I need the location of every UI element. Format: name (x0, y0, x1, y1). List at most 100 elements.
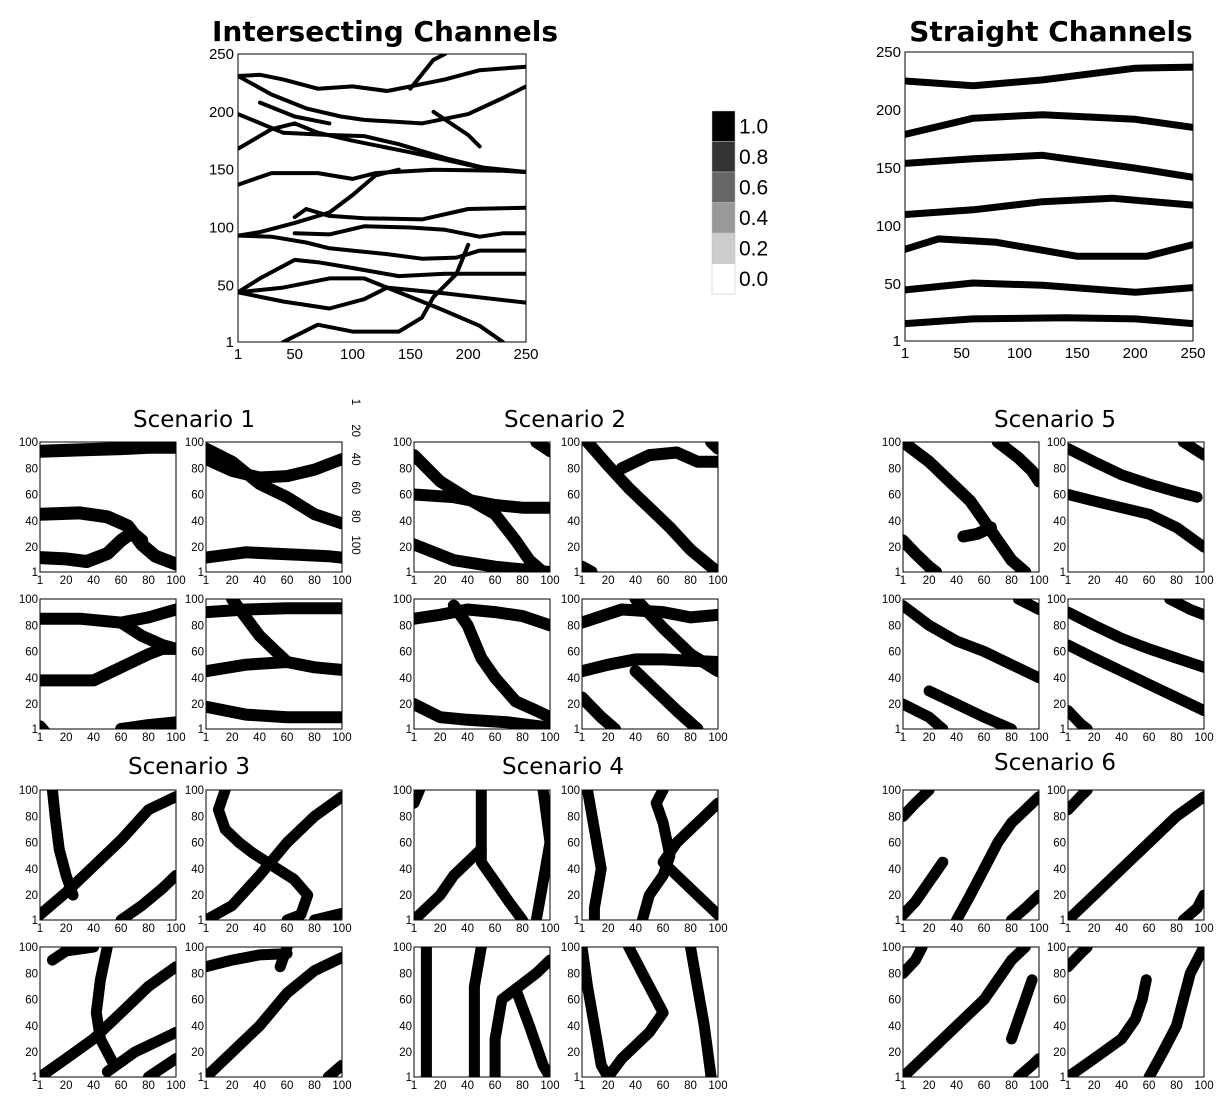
x-tick-label: 40 (253, 923, 266, 935)
y-tick-label: 1 (893, 333, 901, 350)
x-tick-label: 100 (166, 1080, 185, 1092)
x-tick-label: 80 (684, 732, 697, 744)
y-tick-label: 60 (191, 490, 204, 502)
channel-2 (40, 791, 176, 920)
x-tick-label: 60 (115, 575, 128, 587)
x-tick-label: 100 (1194, 575, 1213, 587)
channel-2 (1068, 974, 1152, 1077)
channel-13 (292, 205, 526, 222)
x-tick-label: 60 (489, 575, 502, 587)
y-tick-label: 80 (191, 811, 204, 823)
x-tick-label: 20 (60, 923, 73, 935)
y-tick-label: 40 (567, 516, 580, 528)
y-tick-label: 100 (561, 437, 580, 449)
y-tick-label: 1 (198, 724, 204, 736)
y-tick-label: 80 (25, 620, 38, 632)
y-tick-label: 60 (888, 838, 901, 850)
x-tick-label: 80 (1005, 1080, 1018, 1092)
scenario-3-sample-1-channels (40, 790, 176, 920)
x-tick-label: 40 (629, 732, 642, 744)
scenario-2-sample-3-channels (414, 599, 550, 729)
channel-1 (46, 790, 79, 901)
channel-3 (40, 526, 149, 568)
x-tick-label: 80 (1170, 732, 1183, 744)
y-tick-label: 20 (1053, 890, 1066, 902)
channel-2 (903, 947, 1031, 1077)
y-tick-label: 60 (25, 490, 38, 502)
channel-2 (40, 642, 176, 687)
y-tick-label: 20 (191, 699, 204, 711)
y-tick-label: 40 (888, 1021, 901, 1033)
y-tick-label: 40 (399, 864, 412, 876)
channel-2 (206, 952, 342, 1077)
x-tick-label: 60 (978, 1080, 991, 1092)
y-tick-label: 80 (888, 463, 901, 475)
x-tick-label: 100 (332, 923, 351, 935)
scenario-6-sample-4-channels (1068, 947, 1204, 1077)
channel-marks (40, 54, 1204, 1077)
x-tick-label: 60 (281, 1080, 294, 1092)
x-tick-label: 100 (1194, 732, 1213, 744)
channel-1 (40, 442, 176, 458)
channel-4 (905, 194, 1193, 218)
scenario-4-sample-3-channels (420, 947, 550, 1077)
y-tick-label: 80 (191, 620, 204, 632)
x-tick-label: 100 (1007, 345, 1032, 362)
x-tick-label: 250 (1180, 345, 1205, 362)
y-tick-label: 80 (399, 620, 412, 632)
y-tick-label: 40 (191, 673, 204, 685)
x-tick-label: 20 (1088, 923, 1101, 935)
y-tick-label: 100 (1047, 437, 1066, 449)
x-tick-label: 80 (516, 732, 529, 744)
stray-tick-label: 1 (349, 399, 361, 405)
y-tick-label: 100 (882, 594, 901, 606)
stray-tick-label: 40 (349, 453, 361, 466)
scenario-3-sample-2-frame (205, 789, 343, 921)
x-tick-label: 40 (87, 575, 100, 587)
channel-5 (905, 235, 1193, 260)
y-tick-label: 100 (876, 218, 901, 235)
channel-3 (903, 698, 949, 729)
legend-label: 1.0 (739, 115, 768, 138)
channel-4 (530, 790, 550, 920)
channel-16 (431, 109, 482, 149)
x-tick-label: 1 (900, 1080, 906, 1092)
y-tick-label: 20 (1053, 542, 1066, 554)
legend-label: 0.0 (739, 268, 768, 291)
y-tick-label: 60 (888, 647, 901, 659)
x-tick-label: 20 (923, 923, 936, 935)
y-tick-label: 60 (567, 838, 580, 850)
y-tick-label: 40 (191, 1021, 204, 1033)
channel-4 (322, 1059, 342, 1077)
y-tick-label: 1 (32, 567, 38, 579)
scenario-5-sample-1-channels (903, 442, 1039, 572)
x-tick-label: 60 (1143, 732, 1156, 744)
y-tick-label: 80 (567, 620, 580, 632)
channel-3 (1177, 889, 1204, 920)
channel-4 (582, 560, 598, 572)
x-tick-label: 1 (579, 732, 585, 744)
y-tick-label: 100 (185, 594, 204, 606)
y-tick-label: 80 (25, 968, 38, 980)
x-tick-label: 60 (1143, 1080, 1156, 1092)
channel-3 (657, 797, 718, 920)
x-tick-label: 40 (1115, 1080, 1128, 1092)
y-tick-label: 100 (882, 437, 901, 449)
x-tick-label: 100 (708, 575, 727, 587)
title-scenario-3: Scenario 3 (128, 754, 250, 780)
channel-2 (1068, 639, 1204, 717)
stray-tick-label: 80 (349, 510, 361, 523)
y-tick-label: 100 (1047, 785, 1066, 797)
y-tick-label: 40 (399, 516, 412, 528)
x-tick-label: 60 (281, 923, 294, 935)
x-tick-label: 100 (166, 923, 185, 935)
x-tick-label: 80 (308, 923, 321, 935)
x-tick-label: 20 (602, 575, 615, 587)
channel-3 (685, 947, 717, 1077)
x-tick-label: 100 (540, 575, 559, 587)
y-tick-label: 20 (888, 1047, 901, 1059)
y-tick-label: 1 (895, 567, 901, 579)
x-tick-label: 40 (1115, 923, 1128, 935)
scenario-2-sample-1-channels (414, 442, 550, 572)
training-2-frame (904, 51, 1194, 342)
